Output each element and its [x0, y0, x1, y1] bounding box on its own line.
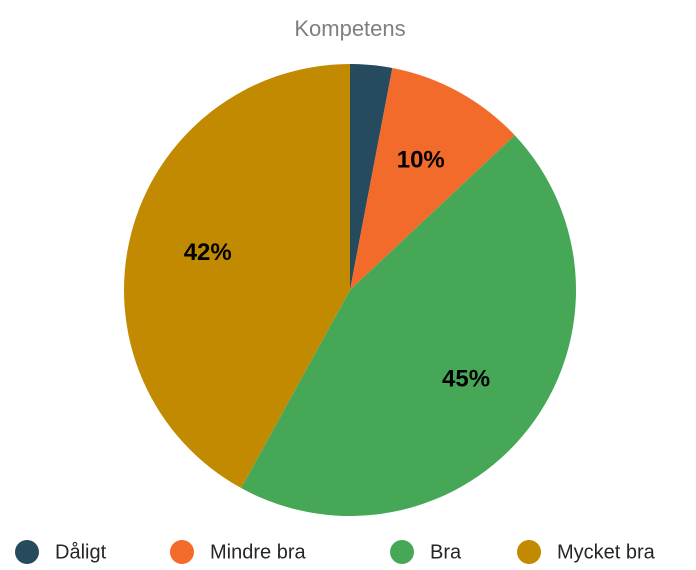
legend-label: Bra [430, 541, 462, 563]
data-label: 10% [397, 147, 445, 174]
legend-label: Mycket bra [557, 541, 656, 563]
legend-marker [517, 540, 541, 564]
chart-title: Kompetens [294, 16, 405, 41]
data-label: 45% [442, 365, 490, 392]
pie-slice [241, 135, 576, 516]
data-label: 42% [184, 239, 232, 266]
legend-marker [170, 540, 194, 564]
legend-marker [390, 540, 414, 564]
pie-slice [350, 68, 515, 290]
pie-slice [123, 64, 350, 489]
legend-marker [15, 540, 39, 564]
pie-slice [350, 64, 393, 290]
legend-label: Mindre bra [210, 541, 306, 563]
legend-label: Dåligt [55, 541, 107, 563]
